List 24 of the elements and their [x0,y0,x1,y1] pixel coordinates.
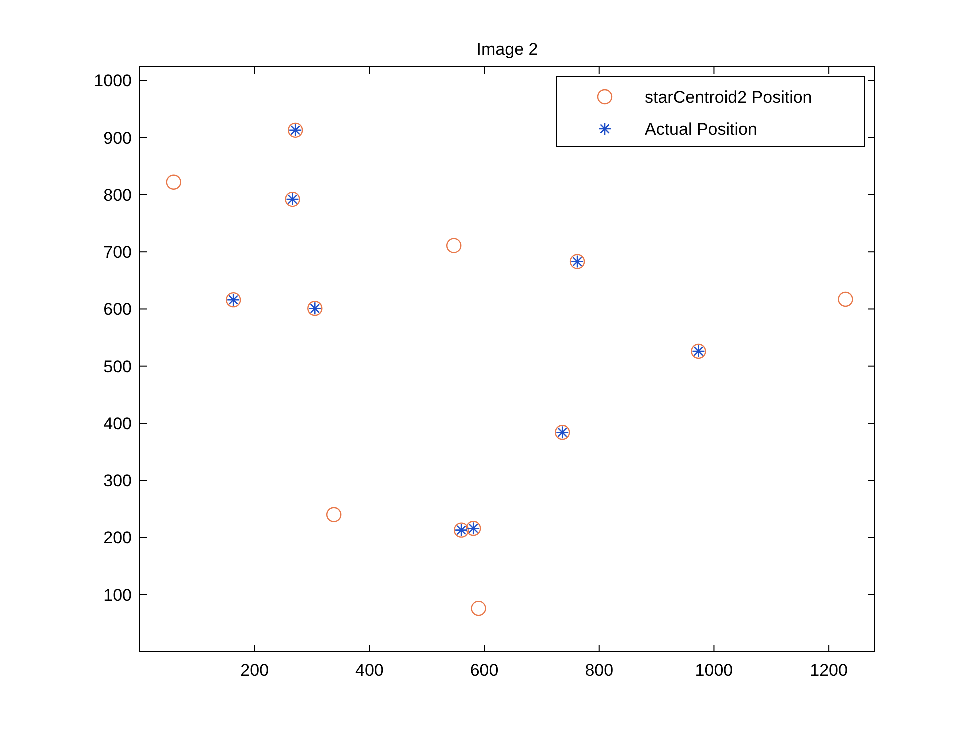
y-tick-label: 900 [104,128,132,148]
point [326,507,342,522]
legend-label: starCentroid2 Position [645,88,812,107]
y-tick-label: 400 [104,414,132,434]
y-tick-label: 100 [104,586,132,605]
y-tick-label: 800 [104,186,132,205]
y-tick-label: 300 [104,472,132,491]
legend-label: Actual Position [645,120,758,139]
y-tick-label: 600 [104,300,132,320]
x-tick-label: 800 [585,661,614,680]
point [446,238,462,254]
y-tick-label: 500 [104,357,132,376]
y-tick-label: 700 [104,243,132,262]
chart-title: Image 2 [476,40,538,59]
x-tick-label: 1000 [695,661,734,680]
point [166,174,182,190]
x-tick-label: 1200 [810,661,848,680]
x-tick-label: 200 [240,661,270,680]
point [838,292,854,308]
x-tick-label: 600 [470,661,499,680]
point [471,600,486,616]
y-tick-label: 1000 [94,72,132,91]
x-tick-label: 400 [356,661,384,680]
y-tick-label: 200 [104,528,132,548]
